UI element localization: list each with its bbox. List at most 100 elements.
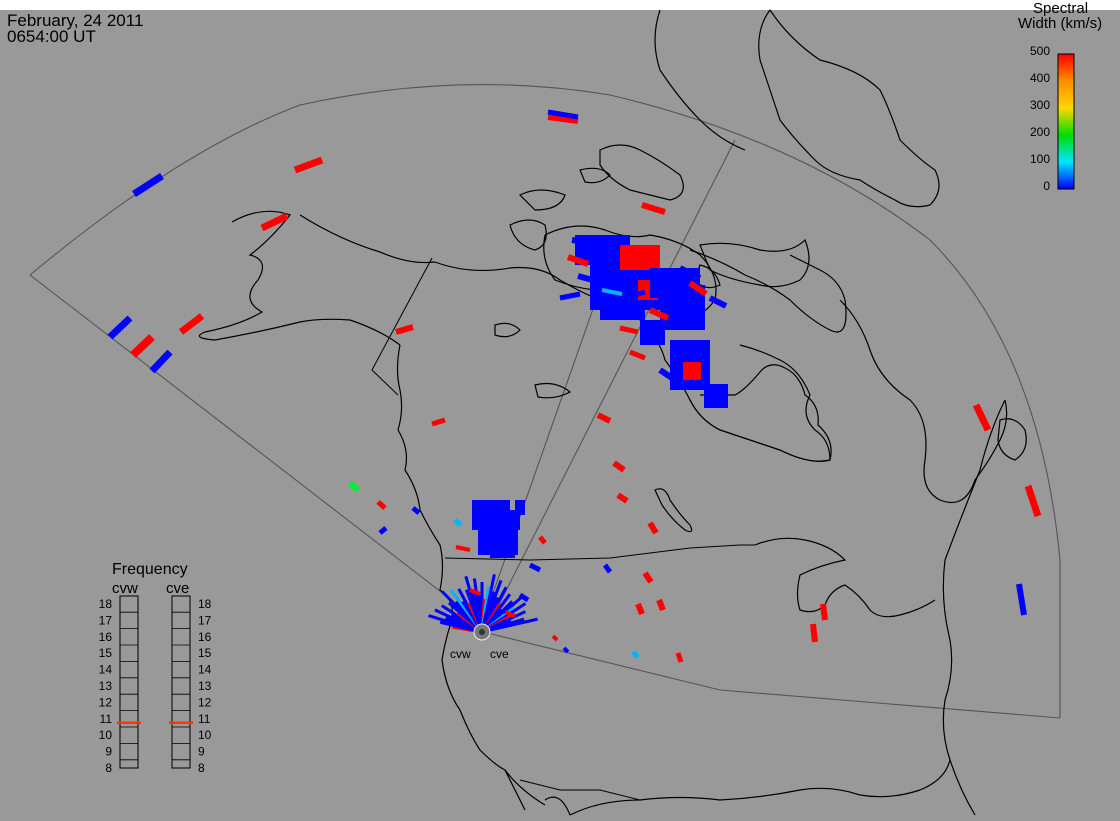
date-label: February, 24 2011: [7, 11, 144, 30]
coast-island-small-2: [534, 382, 572, 399]
frequency-tick-label: 15: [198, 646, 212, 660]
coast-islands-2: [599, 144, 684, 201]
echo-segment: [547, 114, 579, 124]
echo-segment: [528, 562, 542, 573]
echo-cell: [515, 500, 525, 515]
echo-segment: [601, 288, 623, 296]
echo-segment: [627, 289, 646, 300]
echo-segment: [1016, 583, 1027, 616]
frequency-ladder-box: [119, 595, 139, 769]
echo-segment: [596, 412, 612, 424]
echo-cell: [490, 540, 515, 558]
frequency-tick-label: 18: [99, 597, 113, 611]
frequency-ladder-box: [171, 595, 191, 769]
coast-hudson-bay: [689, 364, 832, 462]
echo-cell: [704, 384, 728, 408]
echo-segment: [656, 598, 666, 612]
frequency-tick-label: 14: [198, 663, 212, 677]
echo-segment: [469, 588, 481, 596]
echo-segment: [629, 349, 646, 361]
coast-greenland: [758, 9, 940, 208]
echo-segment: [376, 500, 387, 510]
echo-segment: [619, 325, 639, 335]
great-lakes: [754, 537, 936, 618]
echo-segment: [1024, 484, 1042, 518]
echo-segment: [178, 313, 205, 335]
echo-segment: [431, 417, 446, 427]
frequency-tick-label: 11: [198, 712, 211, 726]
echo-segment: [348, 480, 360, 493]
top-strip: [0, 0, 1120, 10]
echo-segment: [504, 610, 516, 618]
echo-segment: [547, 109, 579, 120]
coast-greenland-west: [654, 9, 746, 151]
echo-cell: [683, 362, 701, 380]
echo-segment: [538, 535, 547, 545]
frequency-tick-label: 14: [99, 663, 113, 677]
echo-segment: [972, 403, 992, 432]
coast-newfoundland: [997, 418, 1027, 461]
coast-west: [396, 344, 526, 811]
echo-segment: [559, 291, 581, 301]
echo-segment: [411, 506, 421, 515]
frequency-tick-label: 17: [198, 613, 212, 627]
border-us-canada: [444, 544, 755, 561]
frequency-tick-label: 9: [105, 745, 112, 759]
frequency-column-label-cvw: cvw: [112, 580, 138, 597]
echo-segment: [518, 592, 530, 603]
coast-island-small-4: [518, 189, 566, 211]
echo-cell: [640, 320, 665, 345]
echo-segment: [378, 526, 388, 535]
fov-outer-arc: [29, 84, 1061, 718]
colorbar-tick: 100: [1030, 152, 1050, 166]
frequency-tick-label: 11: [100, 712, 113, 726]
coast-island-small-5: [579, 167, 611, 184]
coast-labrador: [839, 299, 1008, 504]
colorbar-title-2: Width (km/s): [1018, 15, 1102, 32]
echo-segment: [571, 237, 621, 251]
colorbar-tick: 200: [1030, 125, 1050, 139]
radar-site-label-cve: cve: [490, 647, 509, 661]
coast-island-small-1: [494, 322, 521, 338]
echo-segment: [293, 156, 324, 174]
colorbar-gradient: [1057, 53, 1075, 190]
frequency-tick-label: 16: [198, 630, 212, 644]
fov-beam-line-1: [479, 254, 613, 631]
coast-alaska: [198, 210, 401, 346]
echo-segment: [489, 617, 538, 632]
frequency-tick-label: 12: [99, 695, 113, 709]
echo-segment: [621, 251, 649, 265]
echo-segment: [132, 173, 164, 197]
coast-islands-4: [699, 238, 810, 288]
colorbar-tick: 0: [1043, 179, 1050, 193]
echo-segment: [260, 212, 289, 232]
frequency-tick-label: 8: [105, 761, 112, 775]
coast-baffin: [689, 249, 847, 333]
frequency-tick-label: 10: [99, 728, 113, 742]
fov-south-edge: [474, 629, 1061, 719]
frequency-tick-label: 10: [198, 728, 212, 742]
political-borders: [371, 257, 755, 801]
echo-segment: [453, 518, 463, 527]
lake-winnipeg: [654, 488, 693, 533]
time-label: 0654:00 UT: [7, 27, 96, 46]
echo-segment: [602, 563, 613, 574]
echo-segment: [642, 571, 654, 584]
coast-alaska-north: [299, 214, 436, 264]
coast-east: [942, 399, 1006, 816]
echo-segment: [647, 521, 659, 535]
echo-segment: [567, 254, 589, 267]
radar-echoes: [107, 109, 1042, 663]
frequency-tick-label: 9: [198, 745, 205, 759]
colorbar-tick: 300: [1030, 98, 1050, 112]
echo-segment: [635, 602, 645, 616]
frequency-tick-label: 13: [99, 679, 113, 693]
echo-segment: [820, 603, 828, 621]
frequency-ladders: 18 17 16 15 14 13 12 11 10 9 8 18 17 16 15 14 13 12 11 10 9 8: [99, 595, 212, 775]
frequency-column-label-cve: cve: [166, 580, 189, 597]
echo-segment: [675, 652, 684, 663]
border-us-mexico: [519, 779, 641, 801]
frequency-tick-label: 13: [198, 679, 212, 693]
echo-segment: [577, 273, 601, 285]
